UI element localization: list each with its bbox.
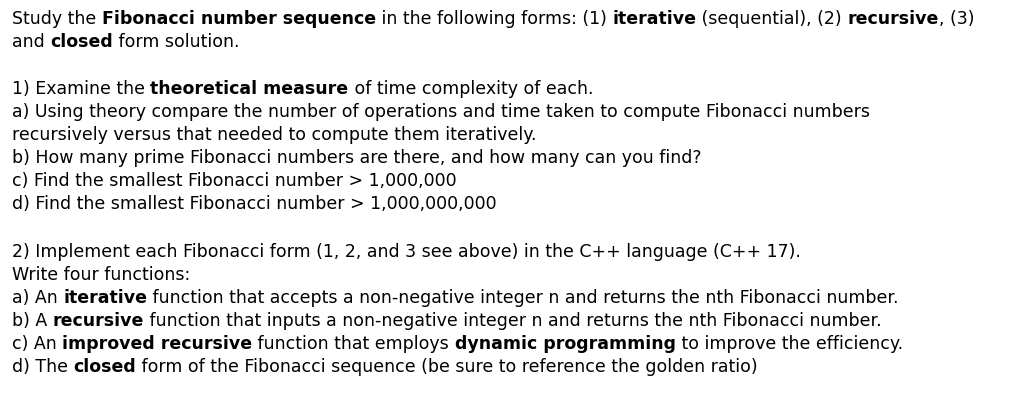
- Text: recursive: recursive: [848, 10, 938, 28]
- Text: function that employs: function that employs: [252, 335, 454, 353]
- Text: improved recursive: improved recursive: [62, 335, 252, 353]
- Text: function that accepts a non-negative integer n and returns the nth Fibonacci num: function that accepts a non-negative int…: [147, 289, 899, 307]
- Text: a) Using theory compare the number of operations and time taken to compute Fibon: a) Using theory compare the number of op…: [12, 103, 870, 121]
- Text: d) The: d) The: [12, 358, 73, 376]
- Text: Write four functions:: Write four functions:: [12, 266, 191, 284]
- Text: form of the Fibonacci sequence (be sure to reference the golden ratio): form of the Fibonacci sequence (be sure …: [136, 358, 758, 376]
- Text: iterative: iterative: [63, 289, 147, 307]
- Text: of time complexity of each.: of time complexity of each.: [348, 80, 593, 98]
- Text: closed: closed: [73, 358, 136, 376]
- Text: recursively versus that needed to compute them iteratively.: recursively versus that needed to comput…: [12, 126, 537, 144]
- Text: iterative: iterative: [612, 10, 696, 28]
- Text: b) A: b) A: [12, 312, 53, 330]
- Text: theoretical measure: theoretical measure: [150, 80, 348, 98]
- Text: Fibonacci number sequence: Fibonacci number sequence: [102, 10, 376, 28]
- Text: c) Find the smallest Fibonacci number > 1,000,000: c) Find the smallest Fibonacci number > …: [12, 172, 456, 190]
- Text: Study the: Study the: [12, 10, 102, 28]
- Text: c) An: c) An: [12, 335, 62, 353]
- Text: dynamic programming: dynamic programming: [454, 335, 676, 353]
- Text: (sequential), (2): (sequential), (2): [696, 10, 848, 28]
- Text: d) Find the smallest Fibonacci number > 1,000,000,000: d) Find the smallest Fibonacci number > …: [12, 195, 496, 213]
- Text: form solution.: form solution.: [113, 33, 240, 51]
- Text: a) An: a) An: [12, 289, 63, 307]
- Text: function that inputs a non-negative integer n and returns the nth Fibonacci numb: function that inputs a non-negative inte…: [144, 312, 882, 330]
- Text: recursive: recursive: [53, 312, 144, 330]
- Text: in the following forms: (1): in the following forms: (1): [376, 10, 612, 28]
- Text: 2) Implement each Fibonacci form (1, 2, and 3 see above) in the C++ language (C+: 2) Implement each Fibonacci form (1, 2, …: [12, 243, 801, 261]
- Text: and: and: [12, 33, 50, 51]
- Text: b) How many prime Fibonacci numbers are there, and how many can you find?: b) How many prime Fibonacci numbers are …: [12, 149, 701, 167]
- Text: closed: closed: [50, 33, 113, 51]
- Text: to improve the efficiency.: to improve the efficiency.: [676, 335, 902, 353]
- Text: , (3): , (3): [938, 10, 974, 28]
- Text: 1) Examine the: 1) Examine the: [12, 80, 150, 98]
